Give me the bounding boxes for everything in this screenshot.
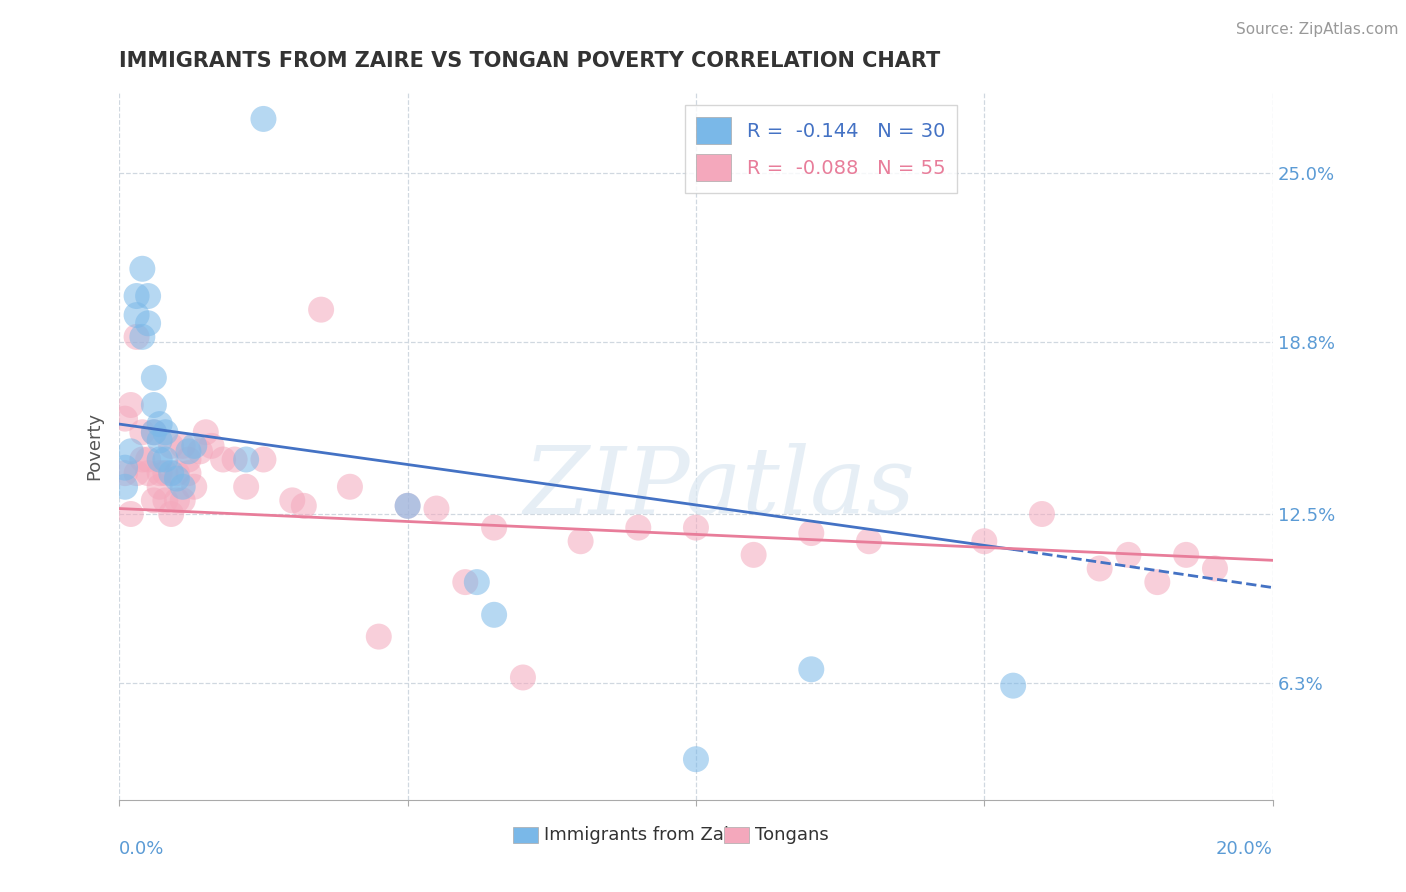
Point <box>120 507 142 521</box>
Y-axis label: Poverty: Poverty <box>86 412 103 480</box>
Point <box>125 308 148 322</box>
Point <box>172 493 194 508</box>
Point <box>125 330 148 344</box>
Point <box>160 507 183 521</box>
Point <box>131 425 153 440</box>
Point <box>155 452 177 467</box>
Point <box>160 439 183 453</box>
Text: ZIPatlas: ZIPatlas <box>523 443 915 533</box>
Point <box>252 452 274 467</box>
Point <box>685 752 707 766</box>
Text: IMMIGRANTS FROM ZAIRE VS TONGAN POVERTY CORRELATION CHART: IMMIGRANTS FROM ZAIRE VS TONGAN POVERTY … <box>120 51 941 70</box>
Point <box>858 534 880 549</box>
Point <box>172 439 194 453</box>
Point <box>142 371 165 385</box>
Point <box>155 493 177 508</box>
Point <box>1002 679 1025 693</box>
Point <box>125 466 148 480</box>
Point <box>800 526 823 541</box>
Point <box>212 452 235 467</box>
Point <box>149 434 172 448</box>
Point <box>482 607 505 622</box>
Point <box>125 289 148 303</box>
Point <box>396 499 419 513</box>
Point <box>309 302 332 317</box>
Point <box>224 452 246 467</box>
Point <box>281 493 304 508</box>
Point <box>142 425 165 440</box>
Point <box>131 261 153 276</box>
Point <box>973 534 995 549</box>
Text: Tongans: Tongans <box>755 826 828 844</box>
Point <box>172 480 194 494</box>
Point <box>482 521 505 535</box>
Point <box>200 439 222 453</box>
Point <box>685 521 707 535</box>
Point <box>142 493 165 508</box>
Point <box>367 630 389 644</box>
Point <box>194 425 217 440</box>
Legend: R =  -0.144   N = 30, R =  -0.088   N = 55: R = -0.144 N = 30, R = -0.088 N = 55 <box>685 105 957 193</box>
Point <box>569 534 592 549</box>
Point <box>155 466 177 480</box>
Point <box>339 480 361 494</box>
Point <box>166 466 188 480</box>
Point <box>183 439 205 453</box>
Point <box>166 493 188 508</box>
Point <box>114 480 136 494</box>
Point <box>166 472 188 486</box>
Point <box>1031 507 1053 521</box>
Point <box>142 398 165 412</box>
Point <box>149 452 172 467</box>
Point <box>136 452 159 467</box>
Point <box>396 499 419 513</box>
Point <box>160 466 183 480</box>
Point <box>136 316 159 330</box>
Point <box>120 398 142 412</box>
Point <box>131 330 153 344</box>
Text: Source: ZipAtlas.com: Source: ZipAtlas.com <box>1236 22 1399 37</box>
Point <box>177 466 200 480</box>
Point <box>465 575 488 590</box>
Point <box>155 425 177 440</box>
Text: 0.0%: 0.0% <box>120 840 165 858</box>
Point <box>1088 561 1111 575</box>
Point <box>114 411 136 425</box>
Point <box>177 444 200 458</box>
Point <box>800 662 823 676</box>
Point <box>149 466 172 480</box>
Point <box>1175 548 1198 562</box>
Point <box>149 480 172 494</box>
Point <box>188 444 211 458</box>
Point <box>235 452 257 467</box>
Point <box>235 480 257 494</box>
Point <box>1146 575 1168 590</box>
Point <box>742 548 765 562</box>
Point <box>252 112 274 126</box>
Point <box>292 499 315 513</box>
Point <box>136 289 159 303</box>
Point <box>149 417 172 431</box>
Point <box>114 460 136 475</box>
Point <box>627 521 650 535</box>
Point <box>136 466 159 480</box>
Point <box>1118 548 1140 562</box>
Point <box>142 425 165 440</box>
Text: Immigrants from Zaire: Immigrants from Zaire <box>544 826 748 844</box>
Point <box>177 452 200 467</box>
Point <box>1204 561 1226 575</box>
Point <box>114 466 136 480</box>
Text: 20.0%: 20.0% <box>1216 840 1272 858</box>
Point <box>183 480 205 494</box>
Point <box>512 671 534 685</box>
Point <box>120 444 142 458</box>
Point <box>131 452 153 467</box>
Point <box>425 501 447 516</box>
Point <box>454 575 477 590</box>
